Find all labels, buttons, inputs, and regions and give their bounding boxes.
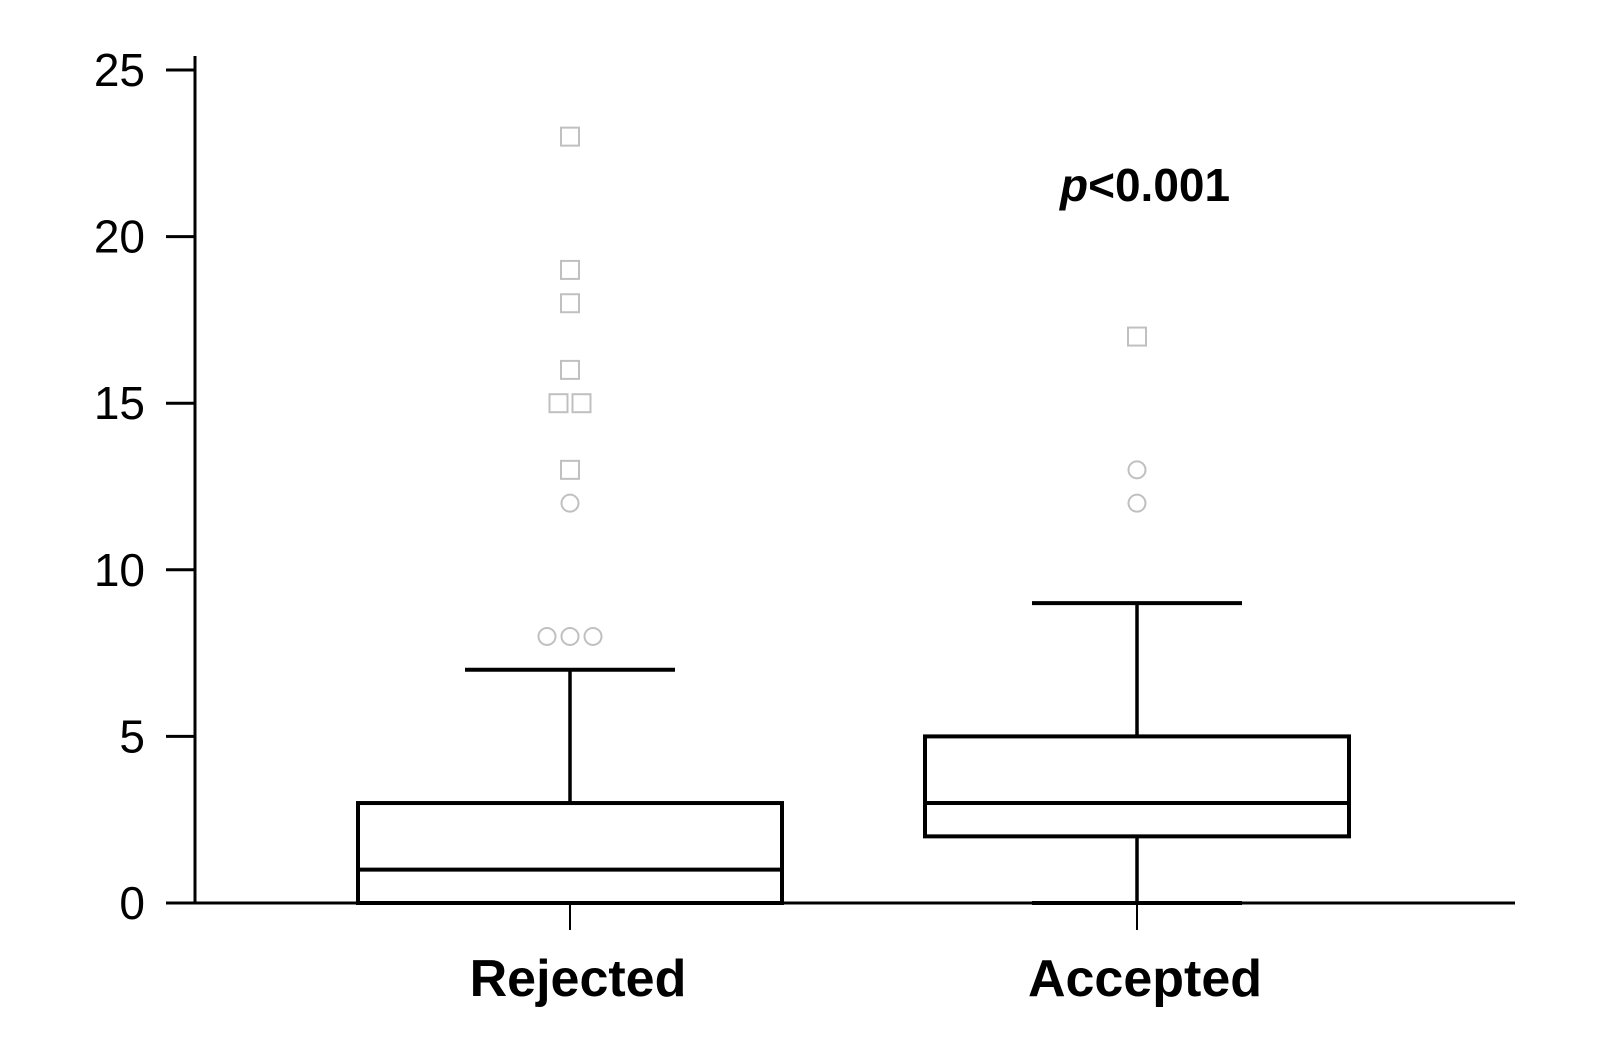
- outliers-layer: [537, 126, 1147, 646]
- y-axis: 0 5 10 15 20 25: [94, 44, 197, 929]
- outlier-point: [1127, 493, 1147, 513]
- extreme-point: [548, 393, 569, 414]
- extreme-point: [560, 259, 580, 280]
- y-tick-label: 0: [119, 877, 145, 929]
- x-category-label: Accepted: [1028, 950, 1262, 1008]
- outlier-point: [560, 493, 580, 513]
- extreme-point: [560, 293, 580, 314]
- x-axis: Rejected Accepted: [193, 901, 1515, 1008]
- y-tick-label: 20: [94, 211, 145, 263]
- box-iqr: [356, 801, 784, 905]
- boxes-layer: [356, 601, 1351, 905]
- x-category-label: Rejected: [470, 950, 687, 1008]
- y-tick-label: 5: [119, 710, 145, 762]
- outlier-point: [560, 626, 580, 646]
- extreme-point: [560, 459, 580, 480]
- box-iqr: [923, 734, 1351, 839]
- extreme-point: [560, 359, 580, 380]
- outlier-point: [583, 626, 603, 646]
- outlier-point: [537, 626, 557, 646]
- y-tick-label: 15: [94, 377, 145, 429]
- p-value-annotation: p<0.001: [1058, 159, 1230, 211]
- y-tick-label: 10: [94, 544, 145, 596]
- extreme-point: [1127, 326, 1147, 347]
- extreme-point: [560, 126, 580, 147]
- p-value-text: <0.001: [1088, 159, 1230, 211]
- p-value-italic: p: [1058, 159, 1088, 211]
- outlier-point: [1127, 460, 1147, 480]
- y-tick-label: 25: [94, 44, 145, 96]
- extreme-point: [571, 393, 592, 414]
